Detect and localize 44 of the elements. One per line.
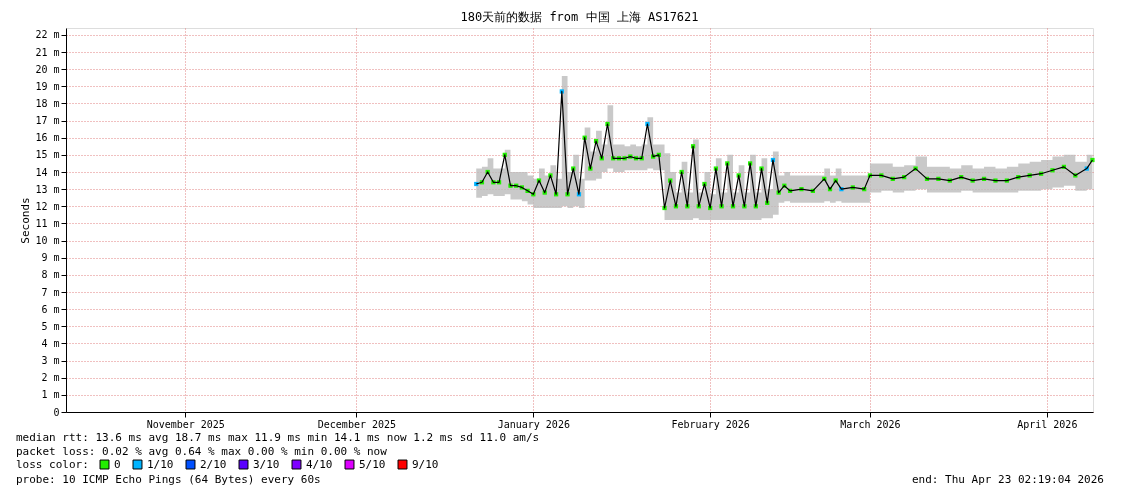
legend-title: loss color: <box>16 458 89 471</box>
line-series <box>475 90 1094 209</box>
legend-label: 0 <box>114 457 121 471</box>
y-tick-label: 17 m <box>35 115 60 127</box>
x-tick-label: November 2025 <box>146 418 225 430</box>
text: probe: 10 ICMP Echo Pings (64 Bytes) every 60s <box>16 473 321 486</box>
x-tick-label: December 2025 <box>317 418 397 430</box>
chart-title: 180天前的数据 from 中国 上海 AS17621 <box>460 10 699 24</box>
y-tick-label: 12 m <box>35 200 60 212</box>
x-tick-label: April 2026 <box>1017 418 1078 430</box>
legend-label: 3/10 <box>253 457 280 471</box>
text: packet loss: 0.02 % avg 0.64 % max 0.00 % min 0.00 % now <box>16 445 388 458</box>
legend-label: 4/10 <box>306 457 333 471</box>
y-tick-label: 19 m <box>35 80 60 92</box>
x-tick-label: February 2026 <box>671 418 750 430</box>
y-tick-label: 11 m <box>35 217 60 229</box>
y-tick-label: 15 m <box>35 149 60 161</box>
y-tick-label: 21 m <box>35 46 60 58</box>
y-tick-label: 8 m <box>41 269 60 281</box>
y-tick-label: 20 m <box>35 63 60 75</box>
y-tick-label: 0 <box>53 406 60 418</box>
y-tick-label: 22 m <box>35 29 60 41</box>
y-tick-label: 7 m <box>41 286 60 298</box>
y-tick-label: 10 m <box>35 235 60 247</box>
y-tick-label: 4 m <box>41 337 60 349</box>
y-tick-label: 6 m <box>41 303 60 315</box>
legend-label: 2/10 <box>200 457 227 471</box>
legend-label: 5/10 <box>359 457 386 471</box>
y-tick-label: 13 m <box>35 183 60 195</box>
legend-label: 9/10 <box>412 457 439 471</box>
y-tick-label: 14 m <box>35 166 60 178</box>
text: end: Thu Apr 23 02:19:04 2026 <box>911 473 1104 486</box>
x-tick-label: January 2026 <box>497 418 570 430</box>
legend-label: 1/10 <box>147 457 174 471</box>
y-tick-label: 9 m <box>41 252 60 264</box>
text: median rtt: 13.6 ms avg 18.7 ms max 11.9 ms min 14.1 ms now 1.2 ms sd 11.0 am/s <box>16 431 540 444</box>
y-tick-label: 2 m <box>41 372 60 384</box>
y-axis-title: Seconds <box>19 197 33 244</box>
y-tick-label: 1 m <box>41 389 60 401</box>
y-tick-label: 5 m <box>41 320 60 332</box>
y-tick-label: 16 m <box>35 132 60 144</box>
y-tick-label: 3 m <box>41 355 60 367</box>
y-tick-label: 18 m <box>35 97 60 109</box>
x-tick-label: March 2026 <box>840 418 901 430</box>
